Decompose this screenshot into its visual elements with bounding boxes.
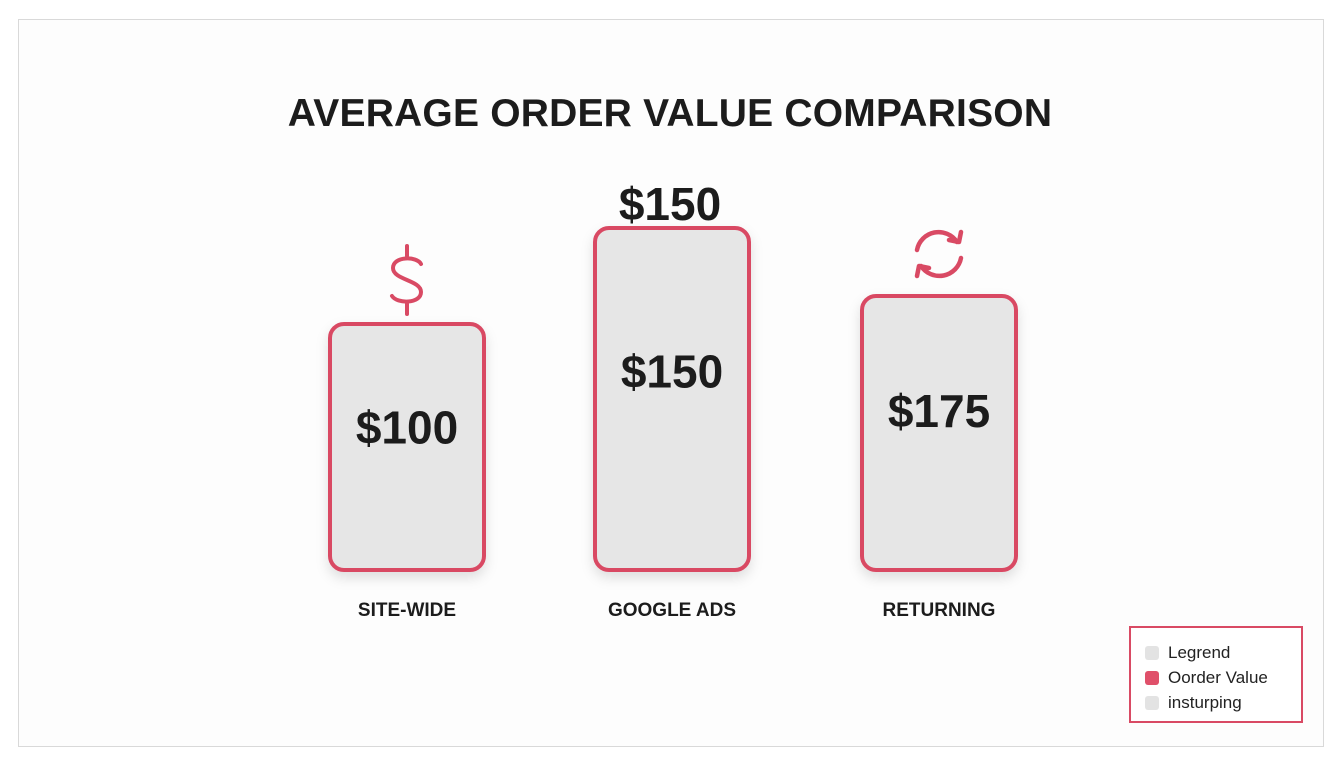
refresh-icon [914, 229, 964, 279]
legend-label: Oorder Value [1168, 667, 1268, 687]
legend-item: Legrend [1145, 640, 1301, 665]
bar-value-label: $175 [888, 385, 990, 437]
x-tick-label: SITE-WIDE [358, 600, 456, 621]
x-tick-label: RETURNING [883, 600, 996, 621]
legend-swatch [1145, 695, 1159, 710]
dollar-icon [390, 244, 424, 316]
bar-value-label: $100 [356, 401, 458, 453]
legend-label: Legrend [1168, 642, 1231, 662]
bar-google-ads [593, 226, 751, 572]
legend-swatch [1145, 670, 1159, 685]
bar-returning [860, 294, 1018, 572]
dollar-icon-path [390, 256, 424, 304]
bar-value-label: $150 [621, 346, 723, 398]
bar-top-label: $150 [619, 178, 721, 230]
chart-title: AVERAGE ORDER VALUE COMPARISON [287, 92, 1053, 135]
legend-item: insturping [1145, 690, 1301, 715]
legend-label: insturping [1168, 692, 1242, 712]
refresh-icon-path [918, 255, 964, 279]
x-tick-label: GOOGLE ADS [608, 600, 736, 621]
legend-swatch [1145, 645, 1159, 660]
legend: Legrend Oorder Value insturping [1129, 626, 1303, 723]
refresh-icon-path [946, 229, 964, 245]
bar-site-wide [328, 322, 486, 572]
refresh-icon-path [914, 229, 960, 253]
legend-item: Oorder Value [1145, 665, 1301, 690]
refresh-icon-path [914, 263, 932, 279]
